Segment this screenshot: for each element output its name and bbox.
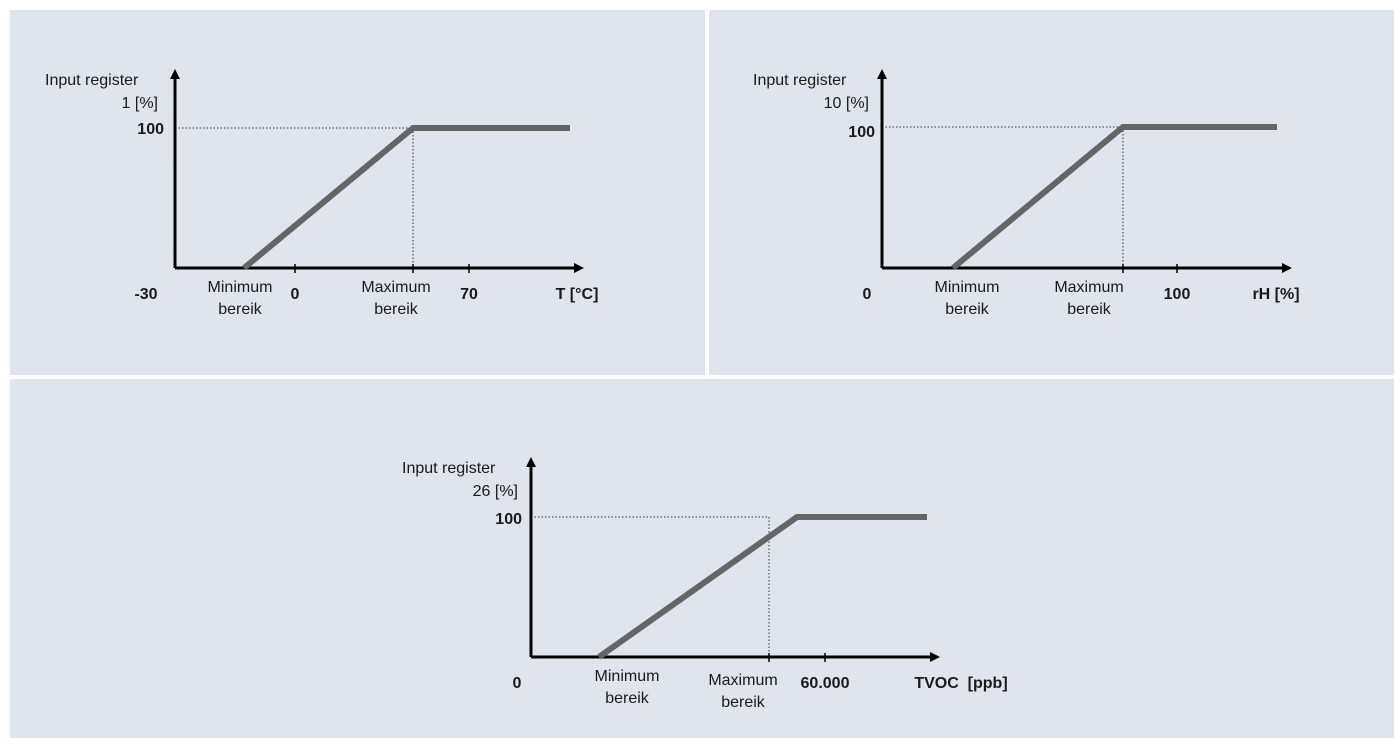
x-axis-unit-label: rH [%] [1252, 286, 1299, 303]
x-min-label-line2: bereik [945, 301, 990, 318]
x-zero-label: 0 [291, 286, 300, 303]
x-max-label-line2: bereik [1067, 301, 1112, 318]
y-axis-title-line2: 26 [%] [473, 483, 518, 500]
y-axis-title-line1: Input register [753, 72, 847, 89]
y-axis-title-line1: Input register [45, 72, 139, 89]
x-axis-unit-label: T [°C] [556, 286, 599, 303]
x-end-value-label: 100 [1164, 286, 1191, 303]
y-axis-title-line1: Input register [402, 460, 496, 477]
x-max-label-line2: bereik [374, 301, 419, 318]
x-max-label-line2: bereik [721, 694, 766, 711]
x-max-label-line1: Maximum [1054, 279, 1123, 296]
output-curve [951, 124, 1277, 271]
x-origin-label: 0 [513, 675, 522, 692]
x-min-label-line2: bereik [218, 301, 263, 318]
x-min-label-line2: bereik [605, 690, 650, 707]
x-end-value-label: 70 [460, 286, 478, 303]
output-curve [597, 514, 927, 660]
x-min-label-line1: Minimum [208, 279, 273, 296]
y-max-label: 100 [137, 121, 164, 138]
humidity-diagram-panel: Input register 10 [%] 100 0 Minimum bere… [709, 10, 1394, 375]
x-min-label-line1: Minimum [935, 279, 1000, 296]
x-max-label-line1: Maximum [361, 279, 430, 296]
y-axis-title-line2: 1 [%] [122, 95, 158, 112]
tvoc-diagram-panel: Input register 26 [%] 100 0 Minimum bere… [10, 379, 1394, 738]
temperature-diagram-panel: Input register 1 [%] 100 -30 Minimum ber… [10, 10, 705, 375]
tvoc-diagram: Input register 26 [%] 100 0 Minimum bere… [402, 457, 1008, 711]
x-max-label-line1: Maximum [708, 672, 777, 689]
x-origin-label: 0 [863, 286, 872, 303]
x-axis-unit-label: TVOC [ppb] [914, 675, 1007, 692]
x-min-label-line1: Minimum [595, 668, 660, 685]
x-origin-label: -30 [134, 286, 157, 303]
y-max-label: 100 [848, 124, 875, 141]
y-axis-title-line2: 10 [%] [824, 95, 869, 112]
x-end-value-label: 60.000 [801, 675, 850, 692]
humidity-diagram: Input register 10 [%] 100 0 Minimum bere… [753, 69, 1300, 318]
y-max-label: 100 [495, 511, 522, 528]
temperature-diagram: Input register 1 [%] 100 -30 Minimum ber… [45, 69, 599, 318]
output-curve [242, 125, 570, 271]
